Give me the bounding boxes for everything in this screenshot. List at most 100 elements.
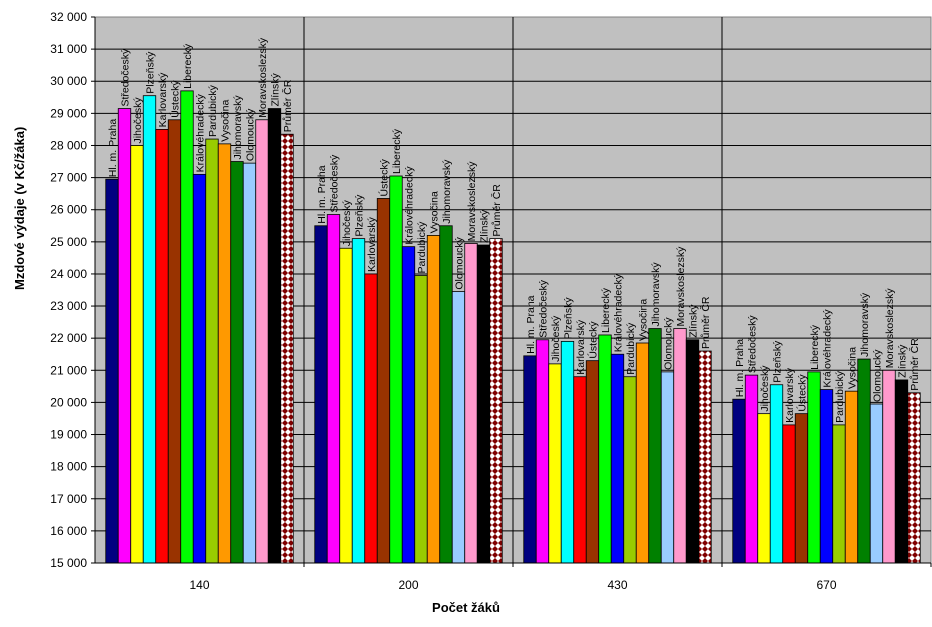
bar-label: Královéhradecký [822, 309, 834, 388]
y-tick-label: 28 000 [50, 138, 87, 152]
bar [535, 339, 550, 564]
bar [255, 119, 269, 564]
bar-label: Středočeský [747, 315, 759, 374]
bar-label: Karlovarský [575, 319, 587, 375]
bar-label: Olomoucký [872, 349, 884, 402]
bar [610, 353, 625, 564]
bar-label: Pardubický [416, 221, 428, 274]
x-tick-label: 200 [398, 578, 418, 592]
bar [142, 95, 157, 564]
y-tick-label: 20 000 [50, 395, 87, 409]
bar-label: Ústecký [169, 80, 182, 118]
bar [464, 243, 478, 564]
bar [782, 424, 796, 564]
bar [598, 334, 612, 564]
bar-label: Vysočina [429, 191, 441, 233]
bar-label: Moravskoslezský [257, 37, 269, 118]
bar-label: Olomoucký [663, 317, 675, 370]
y-tick-label: 27 000 [50, 171, 87, 185]
y-tick-label: 21 000 [50, 363, 87, 377]
bar-label: Liberecký [182, 43, 194, 89]
bar [635, 342, 650, 564]
bar-label: Středočeský [329, 154, 341, 213]
bar [389, 175, 403, 564]
bar-label: Moravskoslezský [675, 246, 687, 327]
bar [548, 363, 562, 564]
bar-label: Průměr ČR [490, 184, 503, 237]
bar-label: Hl. m. Praha [734, 339, 746, 398]
bar [769, 384, 784, 564]
bar [414, 275, 428, 564]
bar-label: Vysočina [220, 99, 232, 141]
bar [130, 145, 144, 564]
bar [105, 178, 119, 564]
bar-label: Plzeňský [563, 297, 575, 340]
bar-label: Jihomoravský [441, 159, 453, 224]
bar [807, 371, 821, 564]
bar-label: Olomoucký [454, 236, 466, 289]
bar-label: Pardubický [625, 322, 637, 375]
bar-label: Pardubický [834, 370, 846, 423]
y-tick-label: 15 000 [50, 556, 87, 570]
bar [205, 138, 219, 564]
y-tick-label: 26 000 [50, 203, 87, 217]
y-tick-label: 17 000 [50, 492, 87, 506]
category-separators [303, 17, 932, 567]
bar-label: Jihočeský [550, 315, 562, 362]
bar [376, 198, 391, 564]
bar [180, 90, 194, 564]
x-tick-label: 140 [189, 578, 209, 592]
bars [105, 90, 921, 564]
y-tick-labels: 15 000 16 000 17 000 18 000 19 000 20 000 21 0… [50, 10, 87, 570]
bar [280, 133, 294, 564]
bar-label: Jihomoravský [232, 95, 244, 160]
bar-label: Královéhradecký [613, 273, 625, 352]
bar [685, 339, 700, 564]
bar [894, 379, 909, 564]
bar-label: Královéhradecký [195, 93, 207, 172]
bar [451, 291, 466, 564]
bar-label: Jihočeský [341, 199, 353, 246]
bar-label: Vysočina [847, 347, 859, 389]
bar [476, 244, 491, 564]
bar [230, 161, 244, 564]
bar-label: Jihomoravský [859, 292, 871, 357]
bar [155, 129, 169, 564]
x-tick-label: 670 [816, 578, 836, 592]
bar-label: Liberecký [600, 287, 612, 333]
bar [648, 328, 662, 564]
bar [744, 374, 759, 564]
bar-label: Karlovarský [157, 72, 169, 128]
y-tick-label: 25 000 [50, 235, 87, 249]
bar [819, 389, 834, 564]
y-tick-label: 19 000 [50, 428, 87, 442]
bar [794, 413, 809, 564]
bar-label: Středočeský [538, 279, 550, 338]
bar [339, 247, 353, 564]
bar-label: Zlínský [270, 73, 282, 107]
bar [732, 398, 746, 564]
bar-label: Moravskoslezský [884, 288, 896, 369]
bar-label: Plzeňský [772, 340, 784, 383]
bar-labels: Hl. m. Praha Hl. m. Praha Hl. m. Praha Hl. … [107, 37, 921, 423]
y-tick-label: 23 000 [50, 299, 87, 313]
bar [439, 225, 453, 564]
bar-label: Průměr ČR [699, 296, 712, 349]
bar [907, 392, 921, 564]
bar-label: Plzeňský [145, 51, 157, 94]
bar-label: Zlínský [479, 209, 491, 243]
y-tick-label: 30 000 [50, 74, 87, 88]
bar [364, 273, 378, 564]
bar-label: Hl. m. Praha [525, 295, 537, 354]
bar [857, 358, 871, 564]
bar [844, 390, 859, 564]
bar-label: Jihočeský [132, 97, 144, 144]
bar [314, 225, 328, 564]
bar-label: Hl. m. Praha [107, 119, 119, 178]
bar [217, 143, 232, 564]
bar [882, 369, 896, 564]
bar [351, 238, 366, 564]
bar-label: Liberecký [809, 324, 821, 370]
bar-label: Zlínský [688, 304, 700, 338]
bar [167, 119, 182, 564]
